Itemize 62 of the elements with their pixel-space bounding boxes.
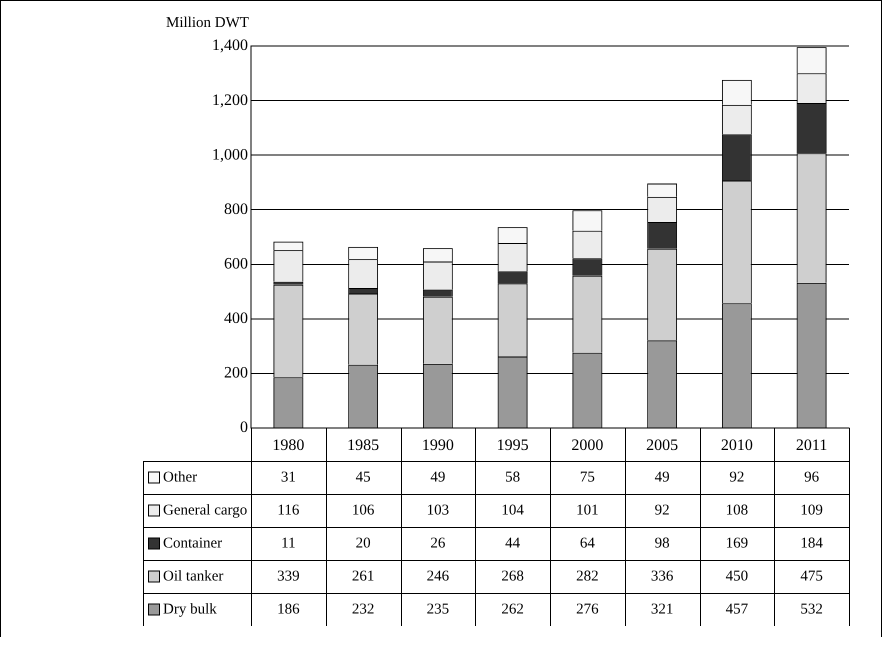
- data-label: 11: [281, 535, 296, 552]
- data-label: 108: [726, 502, 748, 518]
- data-label: 75: [580, 469, 595, 486]
- x-tick-label: 1990: [422, 436, 454, 454]
- data-label: 235: [426, 601, 450, 618]
- x-tick-label: 2000: [571, 436, 604, 454]
- data-label: 169: [726, 535, 748, 552]
- y-tick-label: 200: [224, 364, 248, 382]
- data-label: 31: [280, 469, 296, 486]
- data-label: 64: [580, 535, 596, 552]
- data-label: 184: [800, 535, 824, 552]
- legend-label: General cargo: [163, 502, 248, 518]
- y-tick-label: 0: [240, 419, 248, 436]
- data-label: 20: [356, 535, 371, 552]
- legend-label: Other: [163, 469, 198, 486]
- y-tick-label: 1,400: [212, 37, 248, 54]
- data-label: 457: [726, 601, 749, 618]
- data-label: 49: [654, 469, 670, 486]
- y-tick-label: 400: [224, 310, 248, 328]
- data-label: 186: [277, 601, 300, 618]
- x-tick-label: 1985: [347, 436, 380, 454]
- data-label: 336: [650, 568, 674, 584]
- data-label: 106: [352, 502, 375, 518]
- data-label: 282: [576, 568, 599, 584]
- data-label: 475: [800, 568, 823, 584]
- data-label: 261: [352, 568, 374, 584]
- data-label: 116: [277, 502, 300, 518]
- data-label: 92: [729, 469, 744, 486]
- x-tick-label: 2005: [646, 436, 678, 454]
- x-tick-label: 1980: [272, 436, 304, 454]
- x-tick-label: 1995: [496, 436, 529, 454]
- data-label: 232: [352, 601, 374, 618]
- data-label: 268: [501, 568, 524, 584]
- data-label: 49: [430, 469, 446, 486]
- data-label: 45: [356, 469, 371, 486]
- data-label: 103: [426, 502, 450, 518]
- data-label: 104: [501, 502, 524, 518]
- legend-label: Container: [163, 535, 222, 552]
- legend-label: Dry bulk: [163, 601, 218, 618]
- data-label: 450: [726, 568, 748, 584]
- data-label: 92: [654, 502, 670, 518]
- y-tick-label: 1,000: [212, 146, 248, 164]
- legend-label: Oil tanker: [163, 568, 224, 584]
- y-axis-title: Million DWT: [166, 14, 249, 31]
- x-tick-label: 2011: [796, 436, 828, 454]
- y-tick-label: 1,200: [212, 92, 248, 109]
- data-label: 109: [800, 502, 823, 518]
- data-label: 58: [505, 469, 520, 486]
- data-label: 98: [654, 535, 670, 552]
- data-label: 44: [505, 535, 521, 552]
- data-label: 26: [430, 535, 446, 552]
- data-label: 262: [501, 601, 524, 618]
- data-label: 246: [426, 568, 450, 584]
- data-label: 96: [804, 469, 820, 486]
- data-label: 321: [650, 601, 674, 618]
- data-label: 101: [576, 502, 599, 518]
- y-tick-label: 800: [224, 200, 248, 218]
- x-tick-label: 2010: [720, 436, 753, 454]
- y-tick-label: 600: [224, 255, 248, 272]
- data-label: 276: [576, 601, 600, 618]
- data-label: 339: [277, 568, 300, 584]
- data-label: 532: [800, 601, 823, 618]
